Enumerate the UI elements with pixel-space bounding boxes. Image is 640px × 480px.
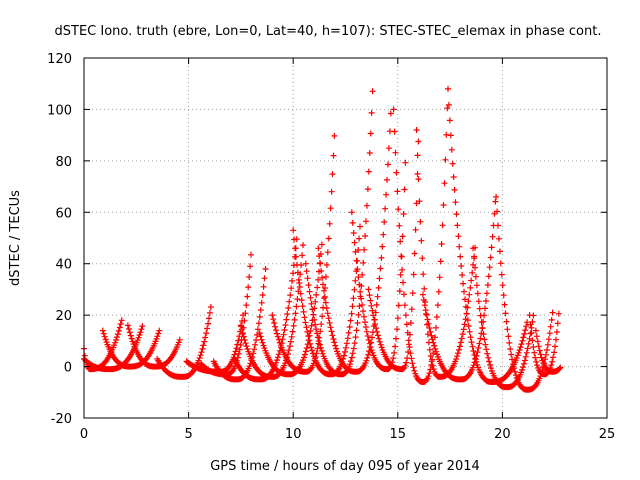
y-tick-label: -20: [51, 412, 72, 427]
data-point-markers: [365, 138, 422, 373]
x-tick-label: 25: [599, 427, 616, 442]
x-tick-label: 5: [184, 427, 192, 442]
data-marks: [81, 85, 564, 393]
arc-series: [237, 242, 306, 380]
arc-series: [348, 159, 409, 373]
data-point-markers: [419, 198, 499, 383]
arc-series: [99, 327, 163, 370]
arc-series: [365, 138, 422, 373]
arc-series: [183, 312, 246, 375]
x-tick-label: 20: [494, 427, 511, 442]
chart-title: dSTEC Iono. truth (ebre, Lon=0, Lat=40, …: [55, 24, 602, 39]
x-tick-label: 0: [80, 427, 88, 442]
data-point-markers: [290, 223, 363, 378]
y-tick-labels: -20 0 20 40 60 80 100 120: [47, 52, 72, 427]
data-point-markers: [183, 312, 246, 375]
x-tick-labels: 0 5 10 15 20 25: [80, 427, 615, 442]
arc-series: [493, 193, 556, 393]
data-point-markers: [445, 85, 531, 385]
x-tick-label: 15: [390, 427, 407, 442]
y-tick-label: 100: [47, 103, 72, 118]
data-point-markers: [348, 159, 409, 373]
data-point-markers: [532, 327, 564, 375]
data-point-markers: [470, 245, 537, 391]
arc-series: [419, 198, 499, 383]
y-tick-label: 60: [55, 206, 72, 221]
data-point-markers: [302, 88, 376, 378]
y-tick-label: 0: [64, 361, 72, 376]
arc-series: [445, 85, 531, 385]
data-point-markers: [154, 304, 214, 380]
arc-series: [154, 304, 214, 380]
x-tick-label: 10: [285, 427, 302, 442]
arc-series: [390, 105, 451, 385]
y-tick-label: 80: [55, 155, 72, 170]
x-axis-label: GPS time / hours of day 095 of year 2014: [210, 459, 480, 474]
arc-series: [413, 127, 478, 380]
y-tick-label: 40: [55, 258, 72, 273]
data-point-markers: [99, 327, 163, 370]
y-axis-label: dSTEC / TECUs: [8, 190, 23, 286]
data-point-markers: [237, 242, 306, 380]
y-tick-label: 20: [55, 309, 72, 324]
arc-series: [470, 245, 537, 391]
arc-series: [290, 223, 363, 378]
arc-series: [302, 88, 376, 378]
axis-ticks: [83, 57, 608, 419]
data-point-markers: [493, 193, 556, 393]
y-tick-label: 120: [47, 52, 72, 67]
grid: [84, 58, 607, 418]
plot-frame: [83, 57, 608, 419]
arc-series: [532, 327, 564, 375]
data-point-markers: [390, 105, 451, 385]
data-point-markers: [413, 127, 478, 380]
